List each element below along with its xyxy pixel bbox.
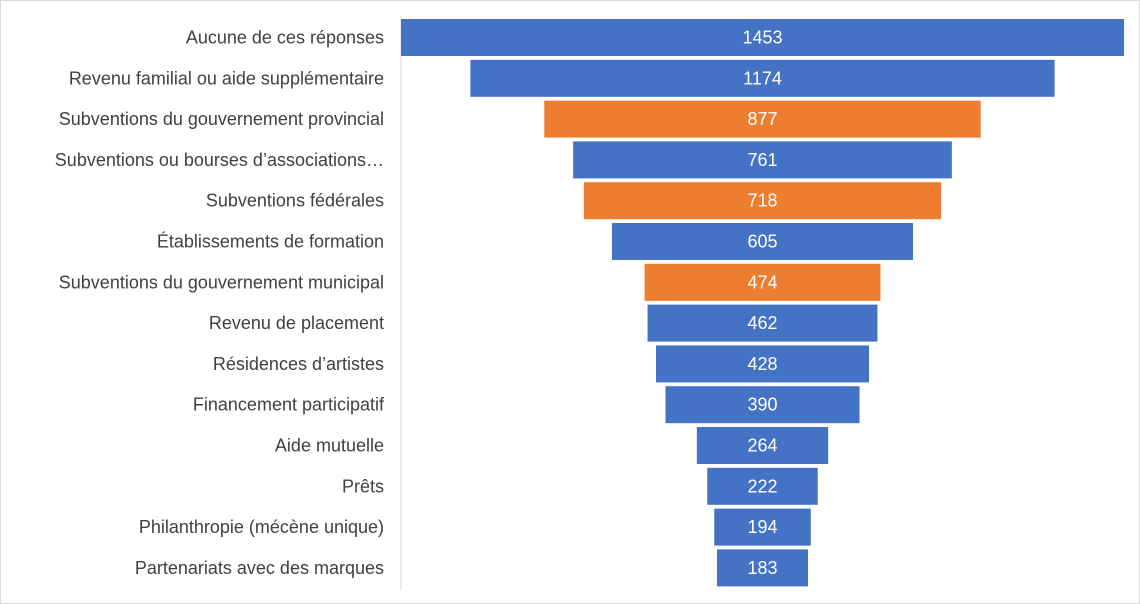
category-label: Aucune de ces réponses (186, 28, 384, 48)
funnel-bar (716, 549, 809, 587)
funnel-bar (644, 263, 881, 301)
category-label: Résidences d’artistes (213, 354, 384, 374)
category-label: Aide mutuelle (275, 436, 384, 456)
funnel-bar (401, 19, 1124, 56)
category-label: Prêts (342, 476, 384, 496)
category-label: Partenariats avec des marques (135, 558, 384, 578)
data-label: 761 (747, 150, 777, 170)
funnel-bar (470, 59, 1055, 97)
data-label: 1174 (743, 68, 782, 88)
data-label: 605 (747, 232, 777, 252)
funnel-bar (714, 508, 811, 546)
funnel-bar (544, 100, 981, 138)
funnel-bar (665, 386, 860, 424)
data-label: 462 (747, 313, 777, 333)
data-label: 1453 (742, 28, 782, 48)
data-label: 390 (747, 395, 777, 415)
category-label: Subventions du gouvernement provincial (59, 109, 384, 129)
funnel-bar (583, 182, 942, 220)
data-label: 718 (747, 191, 777, 211)
funnel-bar (647, 304, 878, 342)
data-label: 264 (747, 436, 777, 456)
funnel-bar (656, 345, 869, 383)
data-label: 183 (747, 558, 777, 578)
category-label: Revenu de placement (209, 313, 384, 333)
funnel-bar (707, 467, 818, 505)
data-label: 877 (747, 109, 777, 129)
category-label: Financement participatif (193, 395, 385, 415)
category-label: Subventions du gouvernement municipal (59, 272, 384, 292)
category-label: Établissements de formation (157, 232, 384, 252)
data-label: 194 (747, 517, 777, 537)
funnel-bar (611, 223, 914, 260)
funnel-bar (696, 427, 829, 464)
category-label: Subventions fédérales (206, 191, 384, 211)
category-label: Subventions ou bourses d’associations… (55, 150, 384, 170)
data-label: 428 (747, 354, 777, 374)
category-label: Revenu familial ou aide supplémentaire (69, 68, 384, 88)
data-label: 222 (747, 476, 777, 496)
data-label: 474 (747, 272, 777, 292)
category-label: Philanthropie (mécène unique) (139, 517, 384, 537)
funnel-bar (573, 141, 952, 179)
